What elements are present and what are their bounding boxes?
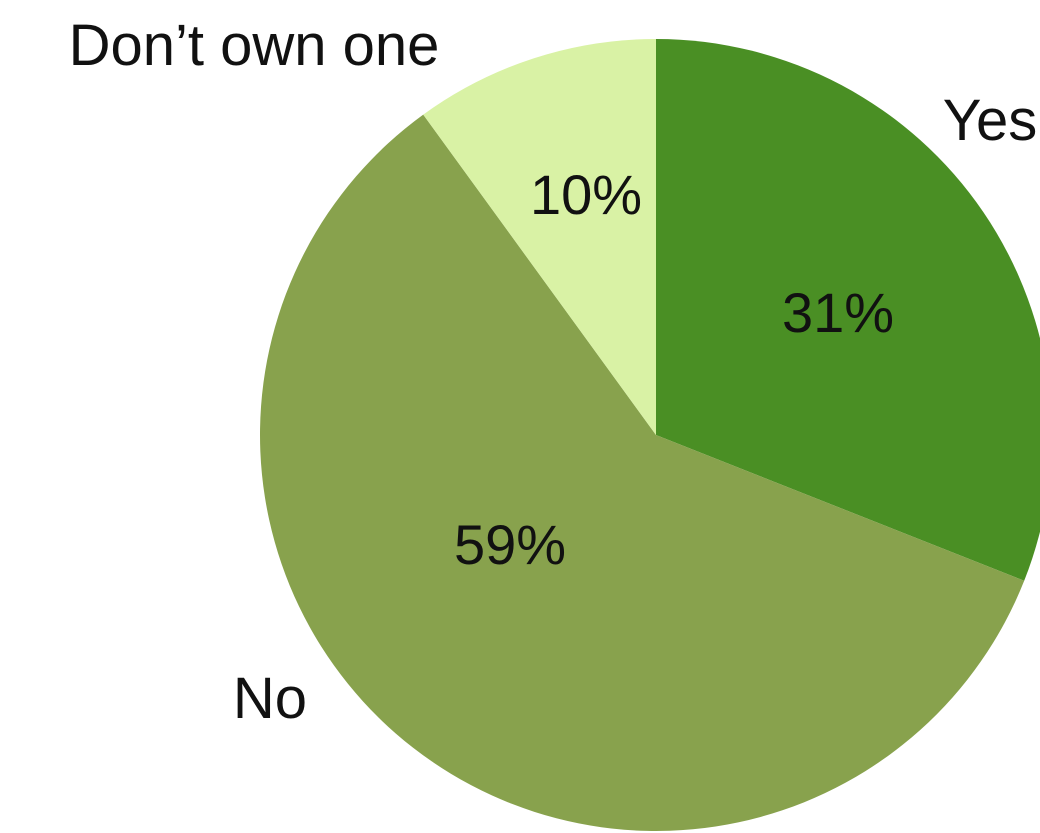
slice-percent-dont-own-one: 10%: [530, 163, 642, 226]
slice-label-no: No: [233, 666, 307, 731]
pie-slice-yes: [656, 39, 1040, 581]
pie-labels: Don’t own one Yes No 10% 31% 59%: [69, 13, 1038, 731]
pie-slice-don-t-own-one: [423, 39, 656, 435]
slice-label-dont-own-one: Don’t own one: [69, 13, 440, 78]
slice-percent-yes: 31%: [782, 281, 894, 344]
slice-percent-no: 59%: [454, 513, 566, 576]
slice-label-yes: Yes: [943, 88, 1038, 153]
pie-slice-no: [260, 114, 1025, 831]
pie-slices: [260, 39, 1040, 831]
